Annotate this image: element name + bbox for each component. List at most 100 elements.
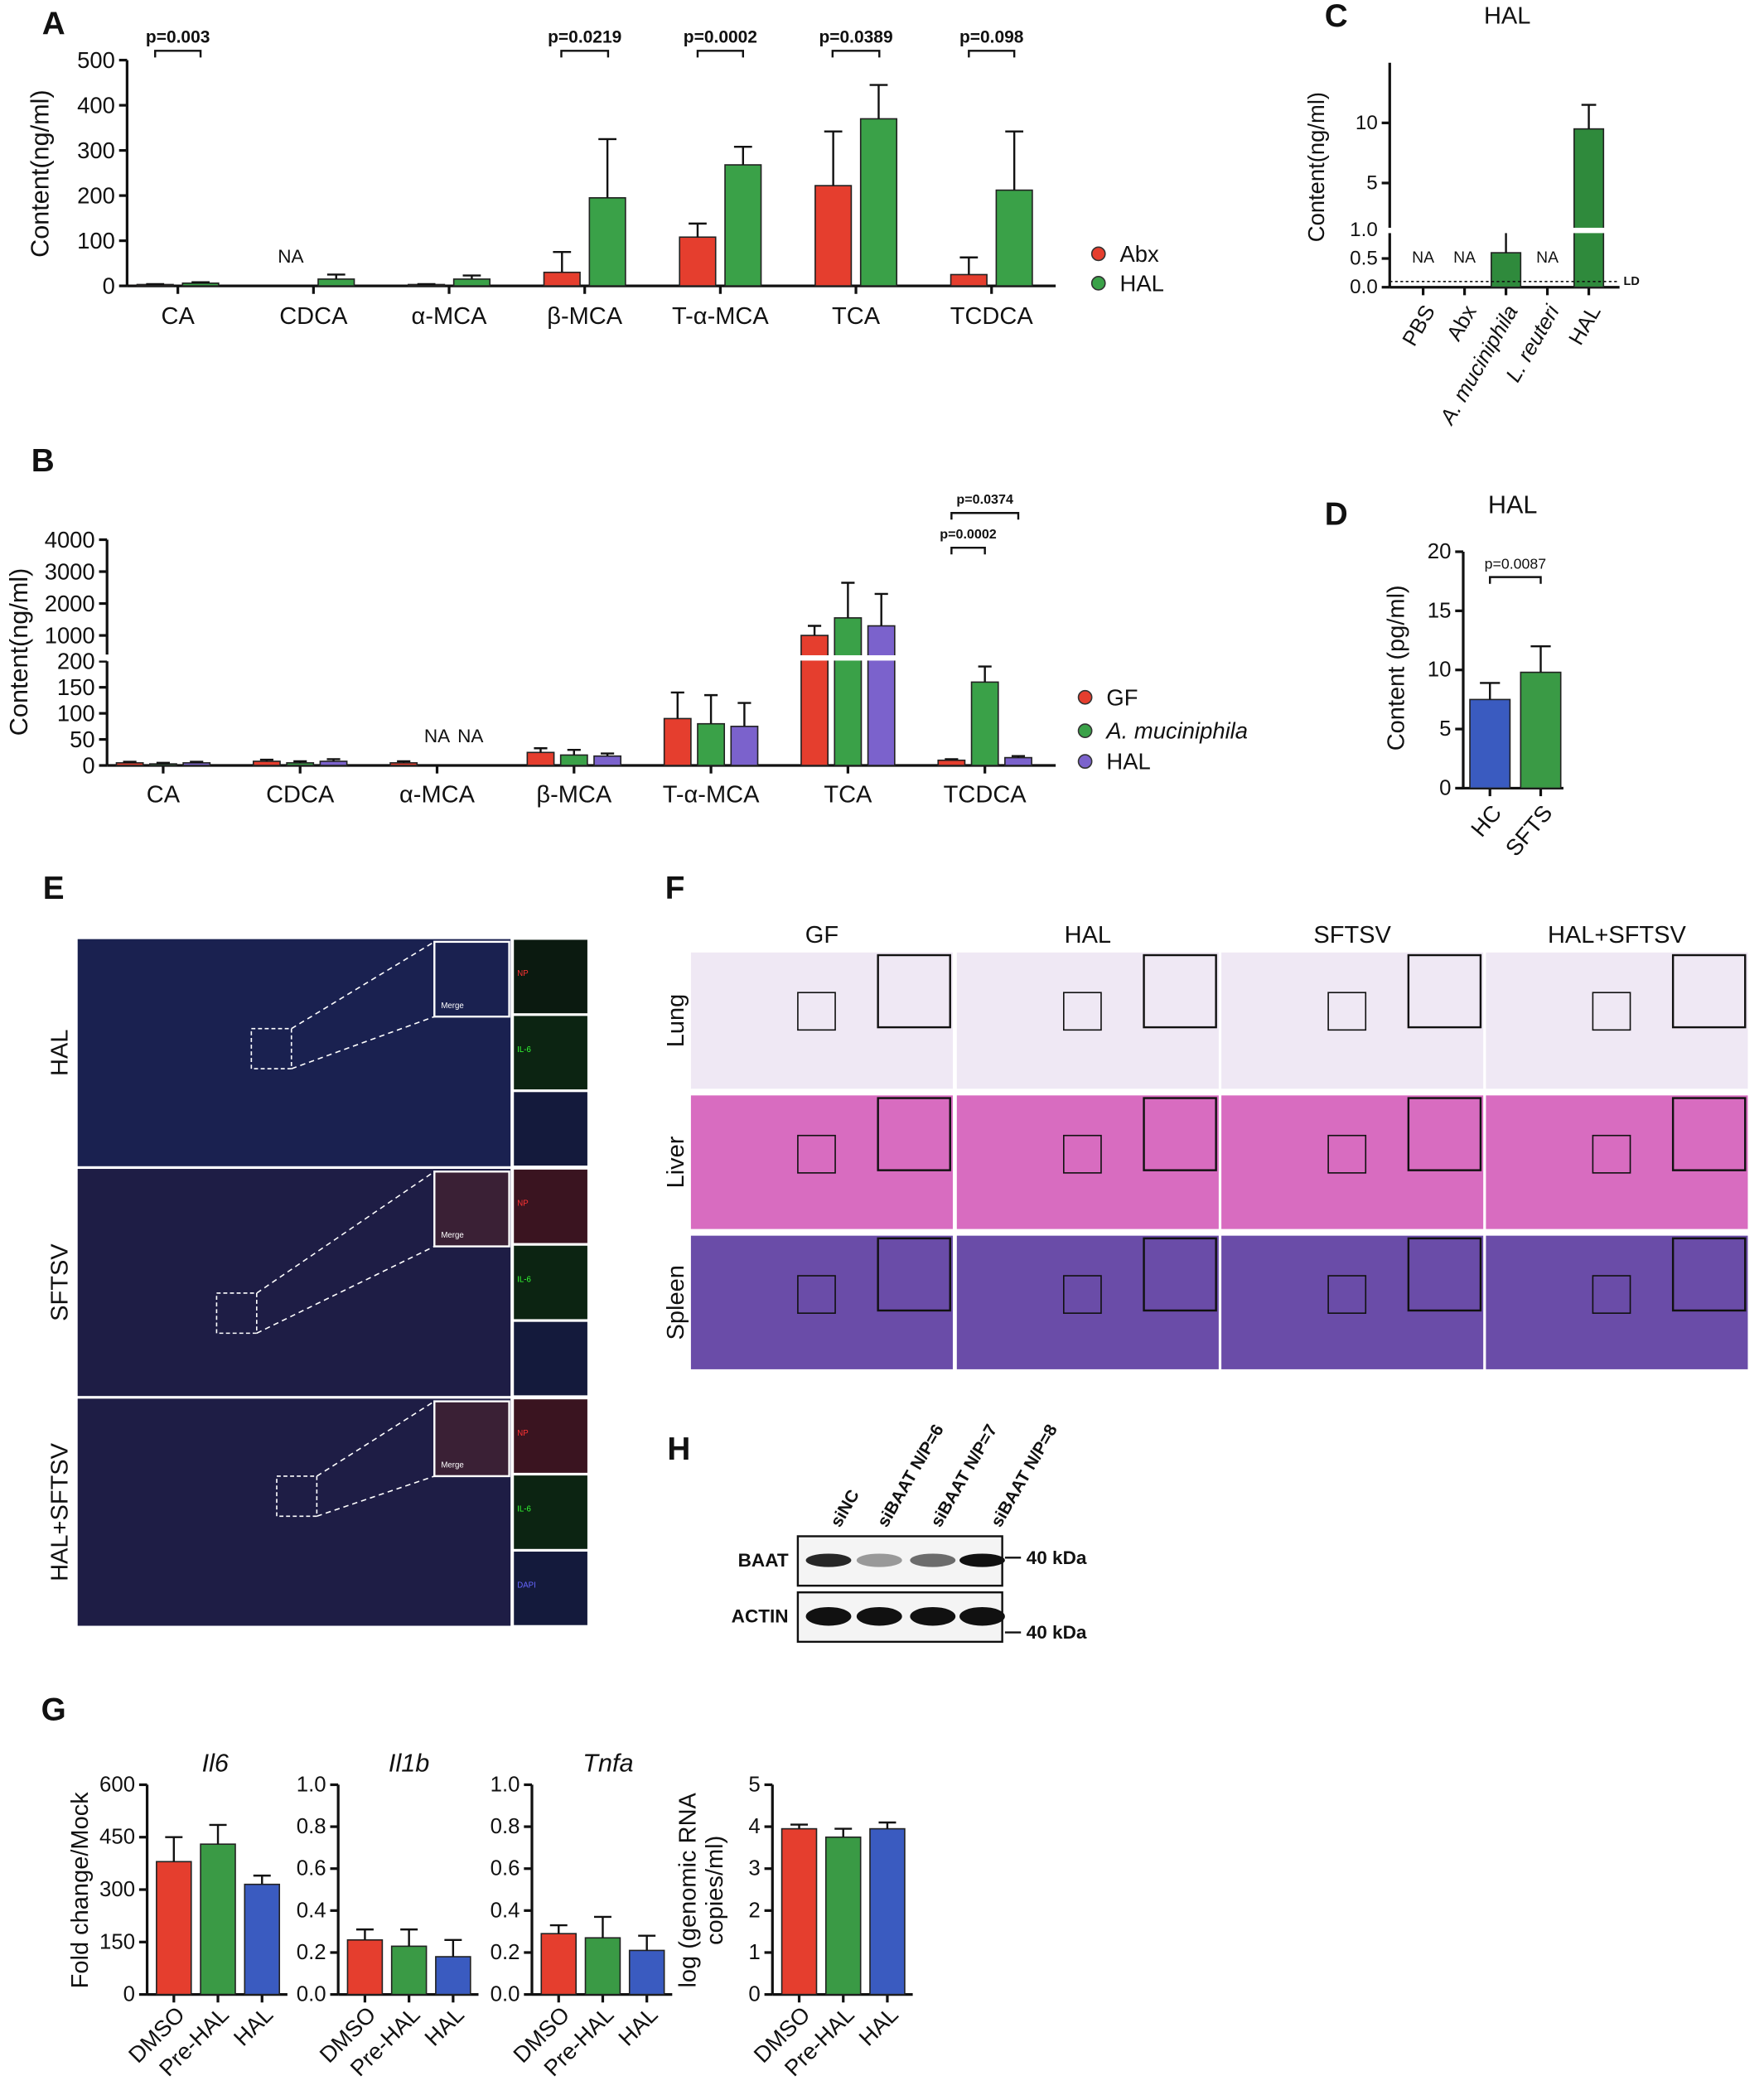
x-tick-label: HAL: [853, 2001, 903, 2051]
y-tick-label: 5: [1366, 171, 1377, 194]
axis-break: [1379, 227, 1620, 234]
y-tick-label: 3: [748, 1857, 760, 1880]
error-bar: [397, 760, 411, 763]
error-bar: [209, 1823, 227, 1845]
histology-image: [1221, 1095, 1484, 1229]
channel-label: IL-6: [517, 1505, 531, 1514]
inset-label: Merge: [441, 1231, 463, 1240]
na-label: NA: [1453, 249, 1476, 267]
axis-break: [96, 654, 1056, 661]
y-tick-label: 0.4: [491, 1899, 520, 1922]
error-bar: [1011, 755, 1026, 758]
zoom-box: [1592, 992, 1631, 1031]
y-tick-label: 5: [748, 1773, 760, 1796]
legend-marker: [1077, 754, 1093, 770]
bar: [182, 762, 211, 766]
error-bar: [417, 282, 436, 286]
error-bar: [534, 747, 548, 753]
inset: [877, 953, 951, 1029]
y-tick-label: 100: [77, 228, 115, 253]
y-tick-label: 0: [748, 1983, 760, 2006]
marker-label: 40 kDa: [1027, 1547, 1087, 1568]
legend-marker: [1077, 723, 1093, 738]
chart-title: HAL: [1488, 491, 1538, 519]
inset: [1143, 1097, 1217, 1171]
panel-label: A: [42, 7, 65, 42]
na-label: NA: [424, 726, 450, 746]
error-bar: [462, 274, 481, 279]
na-label: NA: [457, 726, 483, 746]
band: [805, 1553, 852, 1567]
error-bar: [1581, 104, 1597, 129]
y-tick-label: 15: [1428, 599, 1452, 622]
histology-image: [1221, 952, 1484, 1089]
y-tick-label: 20: [1428, 540, 1452, 563]
error-bar: [808, 625, 822, 636]
p-value: p=0.0219: [548, 28, 621, 47]
x-tick-label: α-MCA: [412, 303, 488, 330]
bar: [1573, 128, 1605, 288]
y-tick-label: 0.8: [297, 1815, 326, 1838]
row-label: SFTSV: [47, 1243, 74, 1321]
error-bar: [400, 1928, 418, 1947]
error-bar: [293, 760, 307, 763]
zoom-box: [1063, 1275, 1102, 1314]
bar: [628, 1949, 665, 1996]
lane-label: siBAAT N/P=8: [988, 1421, 1061, 1530]
y-tick-label: 0.6: [491, 1857, 520, 1880]
bar: [781, 1827, 818, 1996]
error-bar: [146, 282, 165, 286]
channel-label: NP: [517, 969, 528, 978]
histology-image: [690, 1095, 953, 1229]
error-bar: [737, 702, 752, 727]
error-bar: [638, 1934, 656, 1951]
y-tick-label: 1: [748, 1941, 760, 1964]
p-value: p=0.003: [146, 28, 210, 47]
channel-image: [512, 1474, 589, 1551]
legend-marker: [1090, 246, 1106, 262]
p-value: p=0.0389: [819, 28, 892, 47]
inset: [1143, 1237, 1217, 1312]
x-tick-label: HC: [1466, 800, 1506, 842]
x-tick-label: CA: [162, 303, 196, 330]
significance-bracket: [950, 512, 1020, 520]
error-bar: [824, 130, 843, 186]
x-tick-label: CA: [147, 781, 181, 808]
column-header: SFTSV: [1313, 922, 1391, 949]
chart-title: HAL: [1484, 2, 1530, 29]
bar: [346, 1938, 384, 1996]
x-tick-label: TCA: [832, 303, 881, 330]
y-tick-label: 0.0: [491, 1983, 520, 2006]
inset: [433, 1171, 510, 1248]
y-tick-label: 1.0: [1350, 219, 1378, 241]
zoom-box: [797, 1275, 836, 1314]
bar: [697, 722, 726, 766]
zoom-box: [1592, 1134, 1631, 1174]
significance-bracket: [831, 50, 881, 58]
y-tick-label: 4000: [45, 527, 95, 553]
bar: [156, 1861, 192, 1996]
row-label: Liver: [663, 1136, 689, 1188]
bar: [859, 118, 898, 287]
x-tick-label: β-MCA: [547, 303, 622, 330]
protein-label: ACTIN: [732, 1606, 789, 1627]
panel-label: G: [41, 1692, 66, 1728]
y-tick-label: 400: [77, 93, 115, 118]
error-bar: [593, 1915, 611, 1938]
error-bar: [549, 1924, 568, 1934]
y-axis-label: Content(ng/ml): [5, 568, 33, 736]
x-tick-label: HAL: [229, 2001, 278, 2051]
histology-image: [1486, 1095, 1748, 1229]
chart-title: Il6: [202, 1750, 230, 1778]
legend-marker: [1077, 689, 1093, 705]
y-tick-label: 300: [77, 138, 115, 163]
chart-title: Tnfa: [582, 1750, 633, 1778]
histology-image: [956, 952, 1219, 1089]
zoom-lines: [256, 1171, 435, 1335]
y-tick-label: 0.2: [491, 1941, 520, 1964]
legend-label: A. muciniphila: [1104, 718, 1248, 744]
bar: [730, 726, 759, 766]
p-value: p=0.0087: [1485, 556, 1546, 572]
zoom-box: [250, 1027, 292, 1069]
